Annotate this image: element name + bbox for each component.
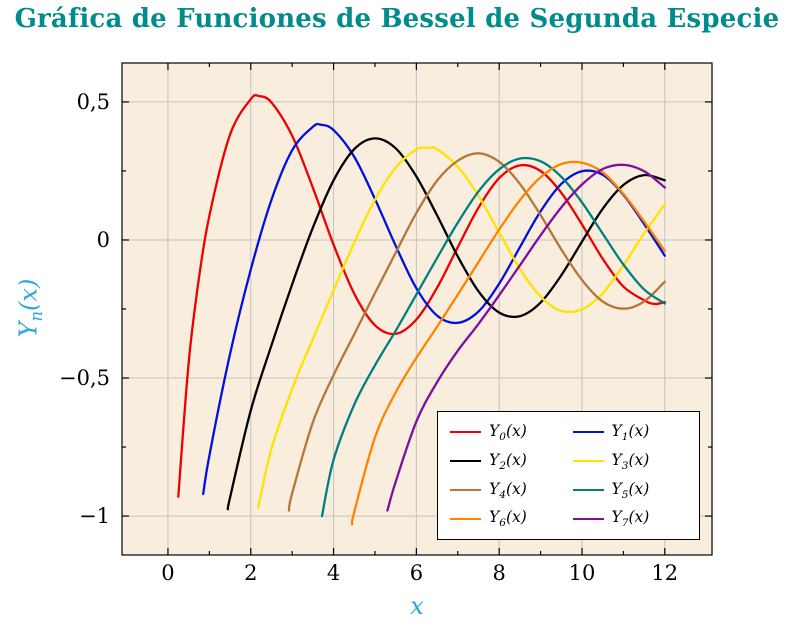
legend-label-y1: Y1(x)	[611, 422, 650, 444]
legend-line-swatch-y6	[450, 517, 481, 520]
x-tick-label: 8	[492, 561, 505, 585]
legend-label-y0: Y0(x)	[489, 422, 527, 444]
curve-y7	[386, 163, 666, 512]
legend-line-swatch-y2	[450, 460, 481, 463]
y-tick-label: −1	[79, 504, 110, 528]
legend-item-y4: Y4(x)	[450, 480, 573, 501]
x-tick-label: 0	[161, 561, 174, 585]
curve-y4	[287, 152, 666, 512]
legend-label-y4: Y4(x)	[489, 479, 527, 501]
legend-label-y7: Y7(x)	[611, 508, 650, 530]
legend-line-swatch-y7	[572, 517, 604, 520]
curve-y0	[177, 93, 666, 498]
legend-item-y6: Y6(x)	[450, 508, 573, 529]
legend-label-y6: Y6(x)	[489, 508, 527, 530]
curve-y2	[226, 137, 666, 511]
curve-y6	[350, 160, 666, 526]
legend-label-y3: Y3(x)	[611, 450, 650, 472]
legend-item-y2: Y2(x)	[450, 451, 573, 472]
legend-line-swatch-y3	[572, 460, 604, 463]
y-tick-label: 0	[97, 228, 110, 252]
legend-line-swatch-y4	[450, 488, 481, 491]
legend-line-swatch-y0	[450, 431, 481, 434]
y-tick-label: 0,5	[77, 90, 110, 114]
x-tick-label: 10	[569, 561, 596, 585]
legend-item-y7: Y7(x)	[572, 508, 696, 530]
x-tick-label: 12	[651, 561, 678, 585]
x-axis-label: x	[410, 592, 424, 620]
x-tick-label: 6	[410, 561, 423, 585]
chart-title: Gráfica de Funciones de Bessel de Segund…	[14, 4, 780, 34]
curve-y3	[257, 146, 666, 509]
curve-y1	[202, 122, 666, 496]
legend-line-swatch-y5	[572, 488, 604, 491]
curve-y5	[320, 156, 666, 518]
legend: Y0(x) Y1(x) Y2(x) Y3(x) Y4(x) Y5(x) Y6(x) Y7(x)	[437, 411, 700, 540]
legend-item-y5: Y5(x)	[572, 479, 696, 501]
legend-label-y5: Y5(x)	[611, 479, 650, 501]
x-tick-label: 2	[244, 561, 257, 585]
legend-label-y2: Y2(x)	[489, 450, 527, 472]
x-tick-label: 4	[327, 561, 340, 585]
legend-item-y3: Y3(x)	[572, 450, 696, 472]
axis-frame	[121, 62, 713, 556]
legend-item-y1: Y1(x)	[572, 422, 696, 444]
legend-line-swatch-y1	[572, 431, 604, 434]
legend-item-y0: Y0(x)	[450, 422, 573, 443]
y-tick-label: −0,5	[59, 366, 110, 390]
